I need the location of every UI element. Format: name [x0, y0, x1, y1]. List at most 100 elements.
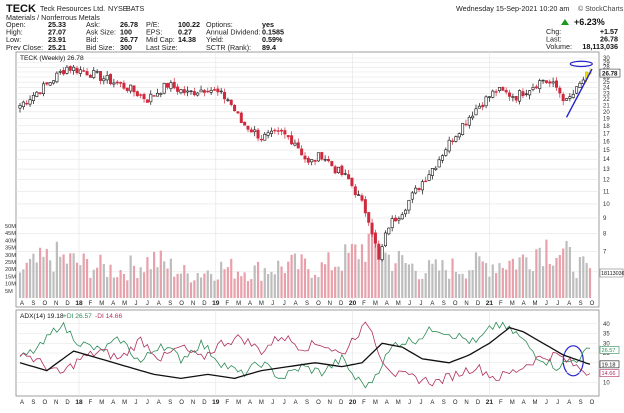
volume-bar [565, 241, 568, 298]
volume-bar [575, 278, 578, 298]
stat-value: 26.77 [120, 35, 138, 44]
candle-body [464, 123, 468, 126]
candle-body [176, 86, 180, 92]
volume-bar [223, 269, 226, 298]
candle-body [333, 166, 337, 174]
x-tick-label: M [99, 400, 104, 406]
volume-bar [464, 278, 468, 298]
stat-value: 100.22 [178, 20, 200, 29]
stat-value: 23.91 [48, 35, 66, 44]
volume-bar [32, 253, 35, 298]
volume-bar [18, 272, 22, 298]
volume-bar [334, 266, 337, 298]
volume-bar [92, 269, 95, 298]
candle-body [400, 214, 404, 220]
x-tick-label: 20 [349, 300, 357, 307]
volume-bar [203, 273, 206, 298]
x-tick-label: A [111, 400, 115, 406]
volume-bar [149, 269, 152, 298]
candle-body [568, 96, 572, 99]
volume-bar [340, 270, 343, 298]
volume-bar [521, 254, 525, 298]
candle-body [18, 105, 22, 109]
x-tick-label: A [20, 400, 24, 406]
stat-label: Prev Close: [6, 43, 43, 52]
candle-body [212, 89, 216, 91]
volume-bar [552, 265, 555, 298]
volume-bar [176, 273, 179, 298]
x-tick-label: O [590, 400, 595, 406]
candle-body [243, 121, 247, 126]
candle-body [444, 149, 448, 156]
volume-bar [324, 264, 327, 298]
x-tick-label: 21 [486, 399, 494, 406]
x-tick-label: A [20, 301, 24, 307]
candle-body [72, 66, 76, 71]
candle-body [380, 246, 384, 261]
volume-bar [431, 263, 434, 298]
candle-body [296, 142, 300, 149]
volume-bar [287, 261, 290, 298]
x-tick-label: O [453, 400, 458, 406]
adx-tick-label: 40 [603, 322, 610, 328]
candle-body [437, 159, 441, 168]
volume-bar [508, 260, 511, 298]
candle-body [75, 67, 79, 74]
adx-last-label: 19.18 [602, 362, 616, 368]
candle-body [269, 130, 273, 134]
adx-last-box [599, 360, 620, 369]
price-tick-label: 14 [603, 157, 610, 163]
symbol: TECK [6, 3, 36, 15]
candle-body [186, 90, 190, 93]
candle-body [119, 82, 123, 84]
candle-body [326, 159, 330, 162]
candle-body [313, 160, 317, 162]
price-tick-label: 30 [603, 56, 610, 62]
x-tick-label: M [259, 400, 264, 406]
price-tick-label: 21 [603, 103, 610, 109]
x-tick-label: J [408, 400, 411, 406]
candle-body [68, 66, 72, 71]
candle-body [531, 87, 535, 90]
volume-bars [18, 225, 592, 298]
volume-tick-label: 20M [5, 267, 16, 273]
candle-body [397, 218, 401, 221]
volume-bar [139, 267, 142, 298]
stat-value: 0.59% [262, 35, 283, 44]
volume-tick-label: 50M [5, 224, 16, 230]
x-tick-label: J [556, 301, 559, 307]
adx-tick-label: 35 [603, 332, 610, 338]
candle-body [558, 87, 562, 94]
volume-bar [401, 255, 404, 298]
candle-body [25, 102, 29, 105]
stat-label: EPS: [146, 28, 162, 37]
volume-bar [555, 257, 558, 298]
candle-body [172, 81, 176, 89]
x-tick-label: N [54, 400, 58, 406]
stat-value: +1.57 [600, 27, 618, 36]
x-tick-label: O [316, 400, 321, 406]
volume-bar [72, 253, 75, 298]
candle-body [155, 92, 159, 97]
candle-body [179, 89, 183, 94]
candle-body [461, 123, 465, 135]
volume-bar [313, 274, 317, 298]
volume-bar [381, 258, 384, 298]
volume-bar [562, 248, 565, 298]
adx-series-adx [19, 326, 591, 380]
volume-bar [491, 264, 494, 298]
x-tick-label: F [89, 400, 93, 406]
candle-body [293, 142, 297, 146]
price-tick-label: 13 [603, 167, 610, 173]
candle-body [424, 180, 428, 183]
volume-bar [310, 277, 313, 298]
volume-bar [367, 233, 370, 298]
candle-body [477, 105, 481, 109]
volume-bar [427, 260, 431, 298]
volume-bar [458, 273, 461, 298]
candle-body [109, 73, 113, 85]
volume-bar [438, 270, 441, 298]
candle-body [316, 152, 320, 162]
volume-bar [277, 260, 280, 298]
